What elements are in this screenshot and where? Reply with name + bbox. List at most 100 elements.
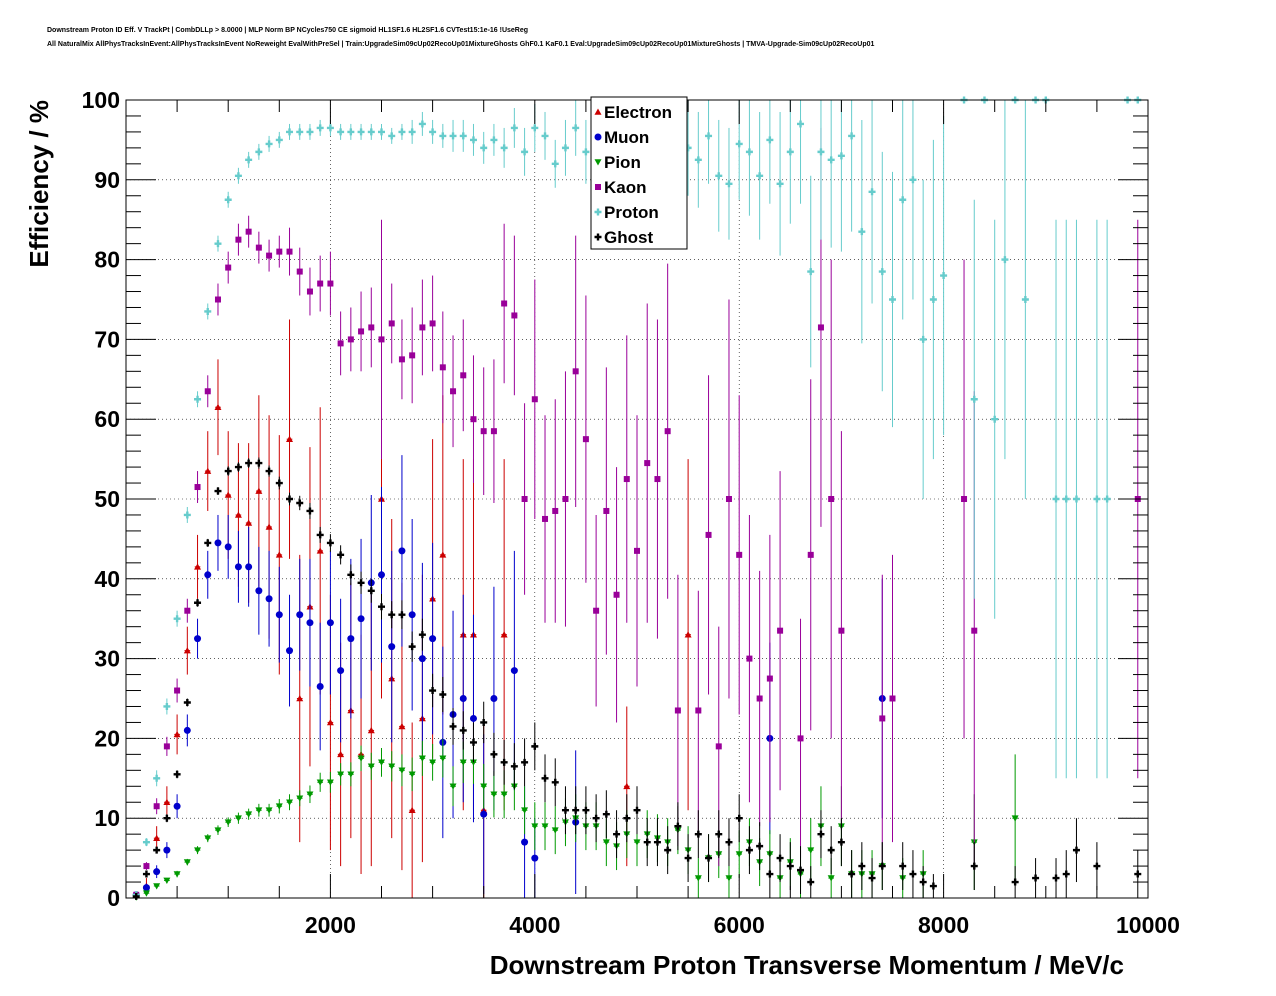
legend-label-electron: Electron bbox=[604, 103, 672, 122]
legend-marker-kaon bbox=[595, 184, 601, 190]
data-point bbox=[602, 810, 610, 818]
data-point bbox=[367, 128, 375, 136]
data-point bbox=[184, 607, 191, 614]
data-point bbox=[459, 695, 467, 702]
data-point bbox=[265, 467, 273, 475]
data-point bbox=[286, 128, 294, 136]
data-point bbox=[367, 763, 375, 770]
chart-title-line-1: Downstream Proton ID Eff. V TrackPt | Co… bbox=[47, 27, 529, 34]
data-point bbox=[153, 834, 161, 841]
data-point bbox=[561, 144, 569, 152]
data-point bbox=[275, 551, 283, 558]
y-tick-label: 30 bbox=[94, 646, 120, 672]
data-point bbox=[316, 683, 324, 691]
legend-label-muon: Muon bbox=[604, 128, 649, 147]
data-point bbox=[266, 252, 273, 259]
data-point bbox=[408, 128, 416, 136]
data-point bbox=[521, 807, 529, 814]
data-point bbox=[204, 835, 212, 842]
data-point bbox=[153, 846, 161, 854]
data-point bbox=[418, 755, 426, 762]
y-tick-label: 90 bbox=[94, 167, 120, 193]
data-point bbox=[817, 324, 824, 331]
data-point bbox=[296, 128, 304, 136]
data-point bbox=[736, 551, 743, 558]
data-point bbox=[460, 372, 467, 379]
data-point bbox=[776, 180, 784, 188]
data-point bbox=[255, 587, 263, 595]
axis-ticks bbox=[125, 99, 1149, 899]
data-point bbox=[582, 806, 590, 814]
data-point bbox=[429, 687, 437, 695]
data-point bbox=[602, 839, 610, 846]
data-point bbox=[735, 140, 743, 148]
legend-box bbox=[590, 96, 688, 250]
data-point bbox=[868, 874, 876, 882]
data-point bbox=[367, 587, 375, 595]
data-point bbox=[551, 778, 559, 786]
data-point bbox=[429, 635, 437, 643]
data-point bbox=[541, 132, 549, 140]
data-point bbox=[1103, 495, 1111, 503]
data-point bbox=[561, 806, 569, 814]
data-point bbox=[469, 136, 477, 144]
data-point bbox=[234, 172, 242, 180]
data-point bbox=[408, 611, 416, 619]
data-point bbox=[715, 743, 722, 750]
data-point bbox=[1072, 495, 1080, 503]
data-point bbox=[194, 635, 202, 643]
data-point bbox=[797, 120, 805, 128]
data-point bbox=[286, 248, 293, 255]
data-point bbox=[398, 611, 406, 619]
data-point bbox=[521, 758, 529, 766]
data-point bbox=[899, 862, 907, 870]
data-point bbox=[255, 807, 263, 814]
data-point bbox=[756, 842, 764, 850]
data-point bbox=[684, 854, 692, 862]
data-point bbox=[745, 846, 753, 854]
data-point bbox=[542, 515, 549, 522]
data-point bbox=[531, 823, 539, 830]
data-point bbox=[255, 487, 263, 494]
data-point bbox=[357, 579, 365, 587]
data-point bbox=[245, 519, 253, 526]
data-point bbox=[541, 823, 549, 830]
data-point bbox=[378, 128, 385, 136]
data-point bbox=[858, 228, 866, 236]
data-point bbox=[183, 647, 191, 654]
data-point bbox=[552, 507, 559, 514]
legend-marker-electron bbox=[594, 108, 602, 115]
axis-tick-labels: 2000 4000 6000 8000 10000 0 10 20 30 40 50 60 70 80 90… bbox=[82, 87, 1180, 938]
data-point bbox=[286, 495, 294, 503]
series-proton bbox=[132, 96, 1142, 899]
data-point bbox=[224, 491, 232, 498]
data-point bbox=[664, 846, 672, 854]
data-point bbox=[582, 148, 590, 156]
data-point bbox=[194, 847, 202, 854]
data-point bbox=[388, 611, 396, 619]
data-point bbox=[695, 707, 702, 714]
data-point bbox=[848, 132, 856, 140]
data-point bbox=[684, 631, 692, 638]
data-point bbox=[715, 172, 723, 180]
data-point bbox=[173, 730, 181, 738]
data-point bbox=[725, 180, 733, 188]
data-point bbox=[766, 136, 774, 144]
data-point bbox=[766, 870, 774, 878]
data-point bbox=[245, 459, 253, 467]
data-point bbox=[970, 862, 978, 870]
data-point bbox=[633, 806, 641, 814]
data-point bbox=[132, 892, 140, 900]
data-point bbox=[142, 884, 150, 892]
data-point bbox=[469, 738, 477, 746]
data-point bbox=[459, 132, 467, 140]
data-point bbox=[449, 132, 457, 140]
data-point bbox=[408, 643, 416, 651]
data-point bbox=[265, 595, 273, 603]
data-point bbox=[500, 758, 508, 766]
data-point bbox=[551, 160, 559, 168]
y-tick-label: 80 bbox=[94, 247, 120, 273]
data-point bbox=[469, 759, 477, 766]
data-point bbox=[480, 783, 488, 790]
data-point bbox=[439, 755, 447, 762]
